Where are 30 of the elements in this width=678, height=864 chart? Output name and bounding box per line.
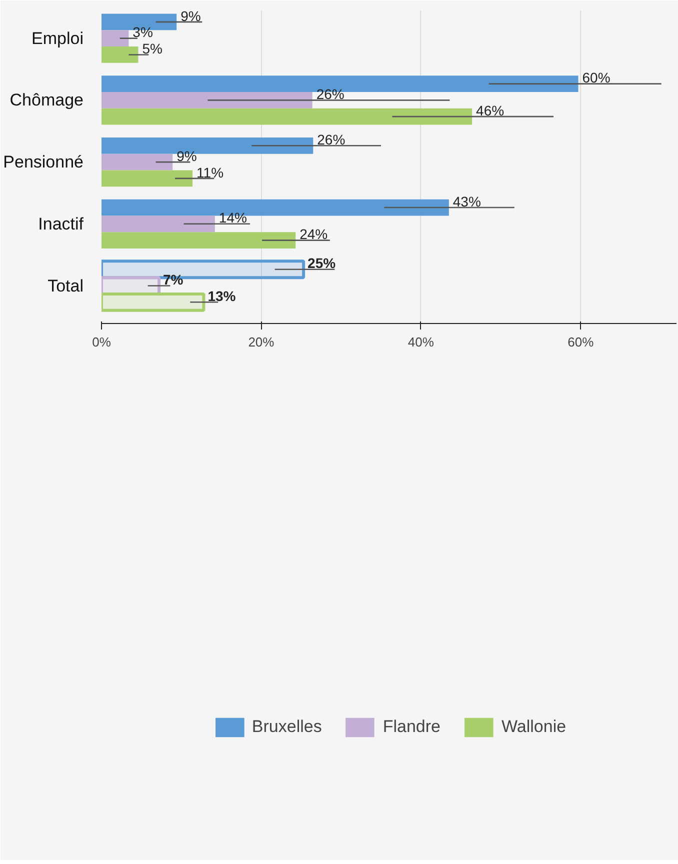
y-tick-label: Total: [48, 276, 84, 296]
y-tick-label: Pensionné: [3, 152, 84, 172]
bar: [102, 170, 193, 187]
x-tick-label: 60%: [568, 334, 594, 350]
legend-label: Bruxelles: [252, 717, 322, 737]
data-label: 13%: [208, 288, 236, 304]
data-label: 46%: [476, 102, 504, 118]
y-tick-label: Inactif: [38, 214, 84, 234]
bar: [102, 232, 296, 248]
bar: [102, 108, 472, 125]
x-tick-label: 20%: [248, 334, 275, 350]
y-tick-label: Chômage: [10, 90, 84, 110]
data-label: 25%: [308, 255, 336, 272]
data-label: 5%: [142, 40, 162, 57]
data-label: 26%: [317, 131, 346, 148]
data-label: 43%: [452, 193, 481, 210]
data-label: 9%: [180, 8, 201, 24]
bar: [102, 154, 173, 170]
x-tick-label: 40%: [408, 334, 434, 350]
bar: [102, 92, 312, 108]
bar: [102, 30, 129, 47]
legend-label: Flandre: [382, 717, 440, 737]
y-tick-label: Emploi: [32, 28, 84, 48]
bar: [102, 216, 215, 232]
bar: [102, 46, 138, 63]
legend-label: Wallonie: [501, 717, 566, 737]
data-label: 11%: [196, 164, 224, 180]
x-tick-label: 0%: [92, 334, 112, 350]
data-label: 60%: [582, 70, 610, 86]
data-label: 24%: [300, 226, 328, 242]
